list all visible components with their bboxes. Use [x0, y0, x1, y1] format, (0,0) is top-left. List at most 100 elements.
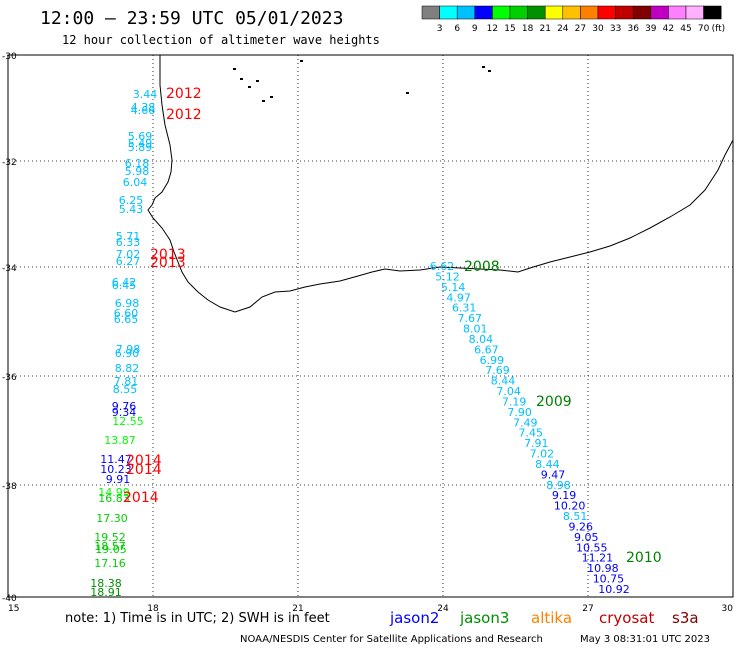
swh-value: 9.91 [106, 473, 131, 486]
year-label: 2012 [166, 107, 202, 123]
lat-tick-label: -32 [2, 158, 17, 168]
swh-value: 6.98 [115, 297, 140, 310]
island-mark [406, 92, 409, 94]
swh-value: 19.05 [95, 543, 127, 556]
lon-tick-label: 30 [722, 604, 734, 614]
scale-swatch [703, 5, 722, 20]
swh-value: 5.89 [128, 141, 153, 154]
scale-label: 27 [575, 24, 586, 34]
scale-swatch [456, 5, 476, 20]
lon-tick-label: 27 [582, 604, 593, 614]
island-mark [233, 68, 236, 70]
lon-tick-label: 24 [437, 604, 449, 614]
year-label: 2014 [126, 462, 162, 478]
legend-altika: altika [531, 609, 573, 627]
year-label: 2014 [123, 490, 159, 506]
coastline [147, 55, 734, 313]
lon-tick-label: 21 [292, 604, 303, 614]
swh-value: 4.38 [131, 101, 156, 114]
lat-tick-label: -36 [2, 373, 17, 383]
swh-value: 4.97 [446, 291, 471, 304]
swh-value: 11.21 [582, 552, 614, 565]
scale-swatch [668, 5, 687, 20]
scale-label: 3 [437, 24, 443, 34]
lon-tick-label: 18 [147, 604, 159, 614]
scale-swatch [421, 5, 440, 20]
swh-value: 18.57 [94, 540, 126, 553]
swh-value: 7.98 [116, 343, 141, 356]
swh-value: 7.81 [114, 375, 139, 388]
swh-value: 6.04 [123, 176, 148, 189]
scale-unit: (ft) [712, 24, 726, 34]
map-frame [7, 54, 734, 598]
island-mark [262, 100, 265, 102]
island-mark [488, 70, 491, 72]
wave-observations: 3.444.384.66 5.695.495.89 6.185.986.04 6.25… [90, 88, 630, 599]
swh-value: 10.20 [554, 500, 586, 513]
swh-value: 6.99 [480, 354, 505, 367]
swh-value: 6.90 [115, 347, 140, 360]
generated-timestamp: May 3 08:31:01 UTC 2023 [580, 634, 710, 645]
swh-value: 7.02 [530, 448, 555, 461]
scale-label: 9 [472, 24, 478, 34]
swh-value: 10.98 [587, 562, 619, 575]
swh-value: 5.98 [125, 165, 150, 178]
swh-value: 8.98 [546, 479, 571, 492]
swh-value: 5.43 [119, 203, 144, 216]
scale-swatch [685, 5, 704, 20]
island-mark [256, 80, 259, 82]
year-label: 2010 [626, 550, 662, 566]
swh-value: 7.02 [116, 248, 141, 261]
scale-label: 18 [522, 24, 534, 34]
scale-swatch [580, 5, 599, 20]
scale-label: 21 [539, 24, 550, 34]
scale-swatch [439, 5, 458, 20]
year-label: 2013 [150, 247, 186, 263]
swh-value: 6.18 [125, 157, 150, 170]
swh-value: 18.91 [90, 586, 122, 599]
scale-swatch [632, 5, 652, 20]
swh-value: 10.55 [576, 541, 608, 554]
swh-value: 10.75 [593, 573, 625, 586]
legend-jason2: jason2 [390, 609, 440, 627]
swh-value: 6.62 [430, 260, 455, 273]
swh-value: 6.60 [114, 307, 139, 320]
lon-tick-label: 15 [8, 604, 19, 614]
swh-value: 5.71 [116, 230, 141, 243]
map-title: 12:00 – 23:59 UTC 05/01/2023 [40, 8, 344, 29]
scale-label: 39 [645, 24, 657, 34]
swh-value: 9.47 [541, 468, 566, 481]
swh-value: 6.42 [112, 276, 137, 289]
swh-value: 8.44 [491, 375, 516, 388]
scale-label: 30 [592, 24, 604, 34]
scale-swatch [650, 5, 669, 20]
island-mark [240, 78, 243, 80]
lat-tick-label: -40 [2, 594, 17, 604]
scale-swatch [562, 5, 581, 20]
island-mark [482, 66, 485, 68]
year-label: 2012 [166, 86, 202, 102]
year-label: 2014 [126, 453, 162, 469]
scale-label: 15 [504, 24, 515, 34]
swh-value: 4.66 [131, 104, 156, 117]
swh-value: 9.19 [552, 489, 577, 502]
swh-value: 8.55 [113, 383, 138, 396]
island-mark [248, 86, 251, 88]
legend-jason3: jason3 [460, 609, 510, 627]
swh-value: 11.47 [100, 453, 132, 466]
swh-value: 6.65 [114, 313, 139, 326]
swh-value: 7.91 [524, 437, 549, 450]
scale-swatch [527, 5, 546, 20]
scale-swatch [615, 5, 634, 20]
swh-value: 5.14 [441, 281, 466, 294]
scale-label: 24 [557, 24, 569, 34]
swh-value: 7.45 [519, 427, 544, 440]
color-scale: 3 6 9 12 15 18 21 24 27 30 33 36 39 42 45 70 (ft) [421, 5, 726, 34]
lat-tick-label: -38 [2, 482, 17, 492]
swh-value: 6.45 [112, 279, 137, 292]
swh-value: 7.67 [457, 312, 482, 325]
footer-note: note: 1) Time is in UTC; 2) SWH is in fe… [65, 611, 330, 626]
swh-value: 7.04 [496, 385, 521, 398]
